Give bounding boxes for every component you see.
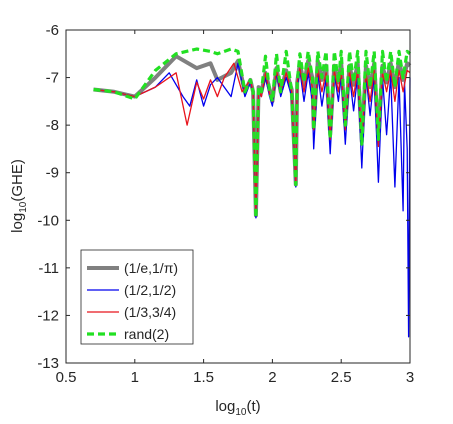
axes-frame [65,29,411,364]
y-tick-label: -9 [46,165,59,182]
y-tick-label: -10 [37,212,59,229]
y-tick-label: -7 [46,70,59,87]
x-tick-label: 3 [406,369,414,386]
legend-label: (1/e,1/π) [124,260,178,276]
series-line-2 [93,62,411,338]
y-tick-label: -13 [37,355,59,372]
x-tick-label: 0.5 [56,369,77,386]
series-line-4 [93,47,412,220]
y-tick-label: -6 [46,22,59,39]
legend: (1/e,1/π) (1/2,1/2) (1/3,3/4) rand(2) [80,249,194,345]
x-tick-label: 1 [131,369,139,386]
series-line-3 [93,62,411,217]
x-tick-label: 1.5 [193,369,214,386]
y-tick-label: -8 [46,117,59,134]
legend-box [80,249,194,345]
y-tick-label: -11 [38,260,59,277]
x-axis-label: log10(t) [215,398,260,418]
x-tick-label: 2.5 [331,369,352,386]
y-axis: -13 -12 -11 -10 -9 -8 -7 -6 [37,22,410,372]
x-tick-label: 2 [268,369,276,386]
y-axis-label: log10(GHE) [9,159,29,233]
legend-label: rand(2) [124,326,169,342]
series-layer [93,47,412,338]
legend-label: (1/3,3/4) [124,304,176,320]
x-axis: 0.5 1 1.5 2 2.5 3 [56,30,414,386]
legend-label: (1/2,1/2) [124,282,176,298]
y-tick-label: -12 [37,307,59,324]
